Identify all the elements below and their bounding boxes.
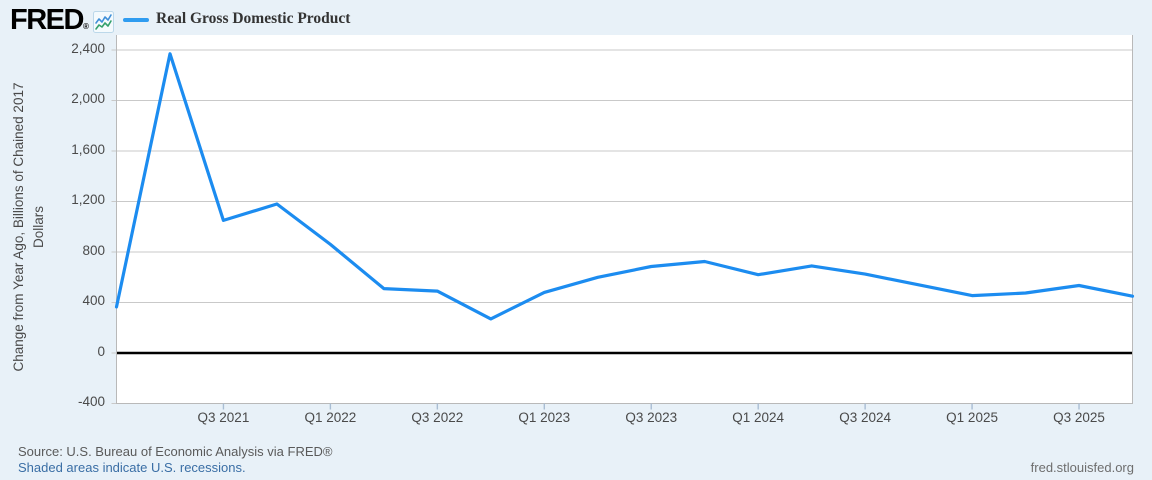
x-tick-label: Q3 2021 <box>197 410 250 425</box>
x-tick-label: Q3 2022 <box>411 410 464 425</box>
fred-logo: FRED® <box>10 4 89 37</box>
legend-series-label: Real Gross Domestic Product <box>156 10 351 27</box>
x-tick-label: Q3 2023 <box>625 410 678 425</box>
y-tick-label: 0 <box>97 343 105 359</box>
x-tick-label: Q1 2023 <box>518 410 571 425</box>
gdp-series-line <box>114 52 1135 321</box>
plot-area <box>116 35 1133 404</box>
chart-legend: Real Gross Domestic Product <box>123 10 350 28</box>
x-tick-label: Q3 2025 <box>1053 410 1105 425</box>
y-tick-label: -400 <box>77 394 105 409</box>
x-tick-label: Q3 2024 <box>839 410 892 425</box>
y-tick-label: 2,000 <box>71 91 105 106</box>
x-tick-label: Q1 2025 <box>946 410 998 425</box>
registered-mark: ® <box>82 22 89 31</box>
fred-logo-text: FRED <box>10 4 84 36</box>
site-url: fred.stlouisfed.org <box>1030 460 1134 475</box>
legend-line-swatch <box>123 18 149 22</box>
recession-note-link[interactable]: Shaded areas indicate U.S. recessions. <box>18 460 246 475</box>
fred-sparkline-icon <box>93 11 114 33</box>
y-tick-label: 1,600 <box>71 141 105 157</box>
y-tick-label: 400 <box>82 293 105 308</box>
x-tick-label: Q1 2024 <box>732 410 785 425</box>
source-text: Source: U.S. Bureau of Economic Analysis… <box>18 444 333 459</box>
y-tick-label: 2,400 <box>71 40 105 56</box>
y-tick-label: 800 <box>82 242 105 258</box>
plot-border <box>116 35 1133 404</box>
y-tick-label: 1,200 <box>71 192 105 207</box>
x-tick-label: Q1 2022 <box>304 410 357 425</box>
